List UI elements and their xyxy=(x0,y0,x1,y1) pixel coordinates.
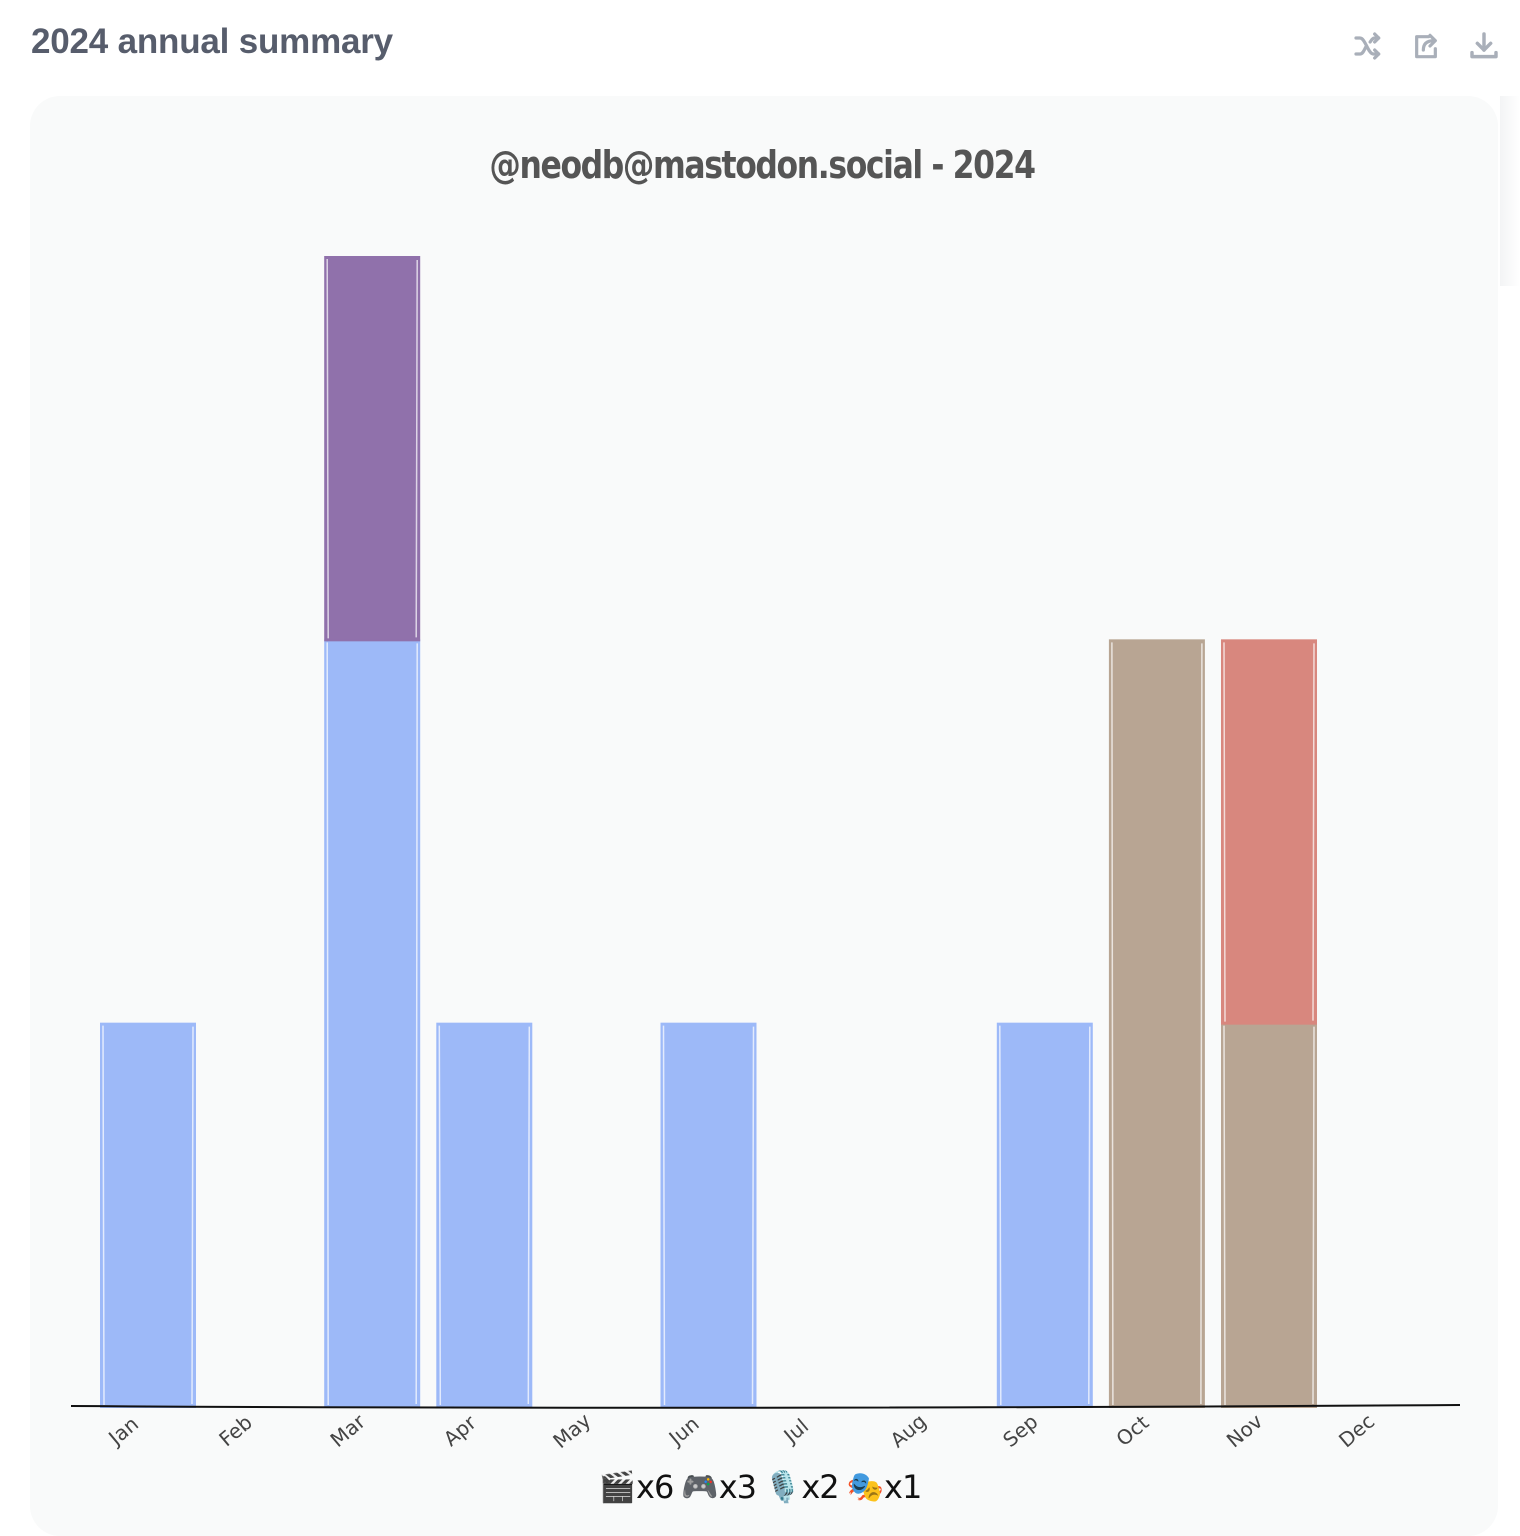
legend-emoji: 🎬 xyxy=(598,1469,637,1505)
legend-item: 🎙️ x2 xyxy=(764,1468,840,1506)
download-button[interactable] xyxy=(1466,28,1502,64)
bar-edge xyxy=(326,642,418,1406)
bar-jun-s0 xyxy=(660,1022,757,1409)
x-tick-label: Jan xyxy=(102,1412,143,1451)
legend-item: 🎭 x1 xyxy=(846,1468,923,1506)
shuffle-icon xyxy=(1354,32,1381,60)
bar-edge xyxy=(662,1025,755,1406)
bar-jan-s0 xyxy=(100,1022,196,1409)
bar-oct-s1 xyxy=(1108,639,1205,1408)
download-icon xyxy=(1470,32,1498,59)
bar-edge xyxy=(1223,642,1315,1022)
page-title: 2024 annual summary xyxy=(31,22,393,61)
legend-count: x2 xyxy=(801,1468,839,1506)
toolbar xyxy=(1350,28,1502,64)
bar-edge xyxy=(1223,1025,1315,1406)
bar-apr-s0 xyxy=(436,1022,533,1409)
bar-edge xyxy=(326,258,418,639)
x-tick-label: Nov xyxy=(1222,1409,1267,1453)
x-tick-label: May xyxy=(548,1408,595,1453)
chart-title: @neodb@mastodon.social - 2024 xyxy=(489,143,1035,188)
legend-emoji: 🎭 xyxy=(846,1469,885,1505)
x-tick-label: Aug xyxy=(886,1409,931,1452)
bar-mar-s0 xyxy=(324,639,421,1408)
x-tick-label: Apr xyxy=(439,1410,482,1451)
legend: 🎬 x6 🎮 x3 🎙️ x2 🎭 x1 xyxy=(0,1468,1520,1506)
bar-edge xyxy=(999,1025,1091,1406)
bar-edge xyxy=(1111,642,1203,1406)
legend-item: 🎮 x3 xyxy=(681,1468,757,1506)
legend-count: x1 xyxy=(884,1468,922,1506)
legend-emoji: 🎙️ xyxy=(764,1469,802,1505)
legend-count: x6 xyxy=(636,1468,674,1506)
legend-emoji: 🎮 xyxy=(681,1469,719,1505)
bar-nov-s1 xyxy=(1221,1022,1317,1409)
share-button[interactable] xyxy=(1408,28,1444,64)
x-tick-label: Jun xyxy=(663,1411,704,1451)
x-tick-label: Dec xyxy=(1334,1409,1379,1452)
legend-count: x3 xyxy=(718,1468,757,1506)
bar-nov-s3 xyxy=(1221,639,1317,1025)
x-tick-label: Mar xyxy=(326,1409,371,1452)
legend-item: 🎬 x6 xyxy=(598,1468,675,1506)
bar-edge xyxy=(102,1025,194,1406)
bar-sep-s0 xyxy=(996,1022,1093,1409)
x-axis xyxy=(70,1404,1461,1409)
shuffle-button[interactable] xyxy=(1350,28,1386,64)
x-tick-label: Feb xyxy=(214,1410,257,1451)
x-tick-label: Jul xyxy=(778,1414,813,1449)
bar-mar-s2 xyxy=(324,256,421,642)
share-icon xyxy=(1415,33,1437,59)
x-tick-label: Oct xyxy=(1111,1410,1153,1451)
x-tick-label: Sep xyxy=(998,1409,1042,1452)
bar-edge xyxy=(438,1025,531,1406)
